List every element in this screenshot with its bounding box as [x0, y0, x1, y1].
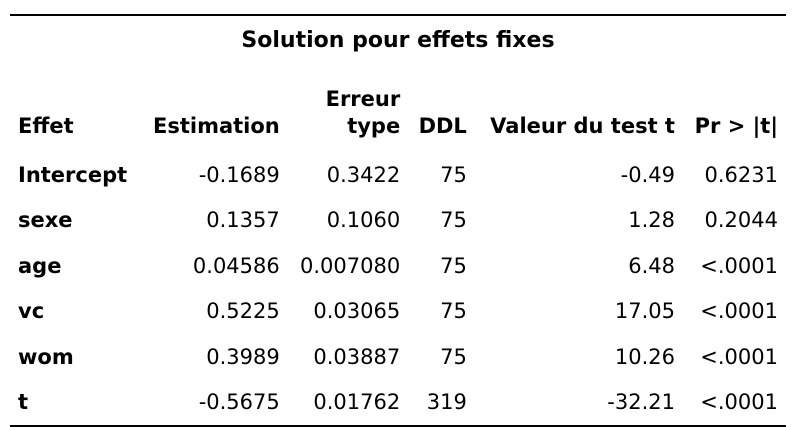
table-title-row: Solution pour effets fixes	[10, 14, 786, 64]
cell-df: 319	[408, 379, 475, 427]
cell-stderr: 0.007080	[300, 253, 401, 278]
table-row: sexe 0.1357 0.1060 75 1.28 0.2044	[10, 198, 786, 244]
cell-pvalue: <.0001	[700, 299, 778, 324]
cell-pvalue: <.0001	[700, 344, 778, 369]
cell-df: 75	[440, 162, 467, 187]
fixed-effects-table-container: Solution pour effets fixes Effet Estimat…	[10, 14, 786, 427]
cell-tvalue: 17.05	[614, 299, 675, 324]
cell-estimate: 0.3989	[206, 344, 280, 369]
cell-effect: age	[18, 253, 62, 278]
cell-tvalue: 6.48	[628, 253, 675, 278]
header-tvalue: Valeur du test t	[490, 114, 675, 138]
table-row: age 0.04586 0.007080 75 6.48 <.0001	[10, 243, 786, 289]
cell-estimate: 0.04586	[192, 253, 280, 278]
cell-df: 75	[440, 208, 467, 233]
header-estimate: Estimation	[153, 114, 280, 138]
cell-estimate: 0.5225	[206, 299, 280, 324]
cell-stderr: 0.03887	[313, 344, 401, 369]
cell-pvalue: <.0001	[682, 379, 786, 427]
cell-stderr: 0.03065	[313, 299, 401, 324]
fixed-effects-table: Solution pour effets fixes Effet Estimat…	[10, 14, 786, 427]
column-header-row: Effet Estimation Erreur type DDL Valeur …	[10, 64, 786, 152]
cell-df: 75	[440, 344, 467, 369]
cell-pvalue: 0.6231	[704, 162, 778, 187]
header-stderr-line1: Erreur	[325, 87, 401, 111]
cell-effect: sexe	[18, 208, 73, 233]
cell-effect: Intercept	[18, 162, 128, 187]
table-title: Solution pour effets fixes	[10, 14, 786, 64]
header-stderr-line2: type	[347, 114, 401, 138]
header-pvalue: Pr > |t|	[694, 114, 778, 138]
cell-df: 75	[440, 299, 467, 324]
cell-estimate: -0.1689	[198, 162, 280, 187]
header-effect: Effet	[18, 114, 74, 138]
cell-estimate: -0.5675	[139, 379, 288, 427]
header-df: DDL	[418, 114, 467, 138]
cell-effect: t	[10, 379, 140, 427]
cell-pvalue: 0.2044	[704, 208, 778, 233]
cell-effect: vc	[18, 299, 45, 324]
cell-effect: wom	[18, 344, 74, 369]
cell-tvalue: 10.26	[614, 344, 675, 369]
cell-tvalue: -0.49	[620, 162, 675, 187]
cell-df: 75	[440, 253, 467, 278]
cell-stderr: 0.3422	[326, 162, 401, 187]
table-row: t -0.5675 0.01762 319 -32.21 <.0001	[10, 379, 786, 427]
cell-stderr: 0.01762	[287, 379, 409, 427]
table-row: vc 0.5225 0.03065 75 17.05 <.0001	[10, 289, 786, 335]
table-row: wom 0.3989 0.03887 75 10.26 <.0001	[10, 334, 786, 380]
cell-tvalue: 1.28	[628, 208, 675, 233]
cell-estimate: 0.1357	[206, 208, 280, 233]
cell-pvalue: <.0001	[700, 253, 778, 278]
header-stderr: Erreur type	[288, 64, 408, 152]
cell-stderr: 0.1060	[326, 208, 401, 233]
cell-tvalue: -32.21	[474, 379, 683, 427]
table-row: Intercept -0.1689 0.3422 75 -0.49 0.6231	[10, 152, 786, 198]
